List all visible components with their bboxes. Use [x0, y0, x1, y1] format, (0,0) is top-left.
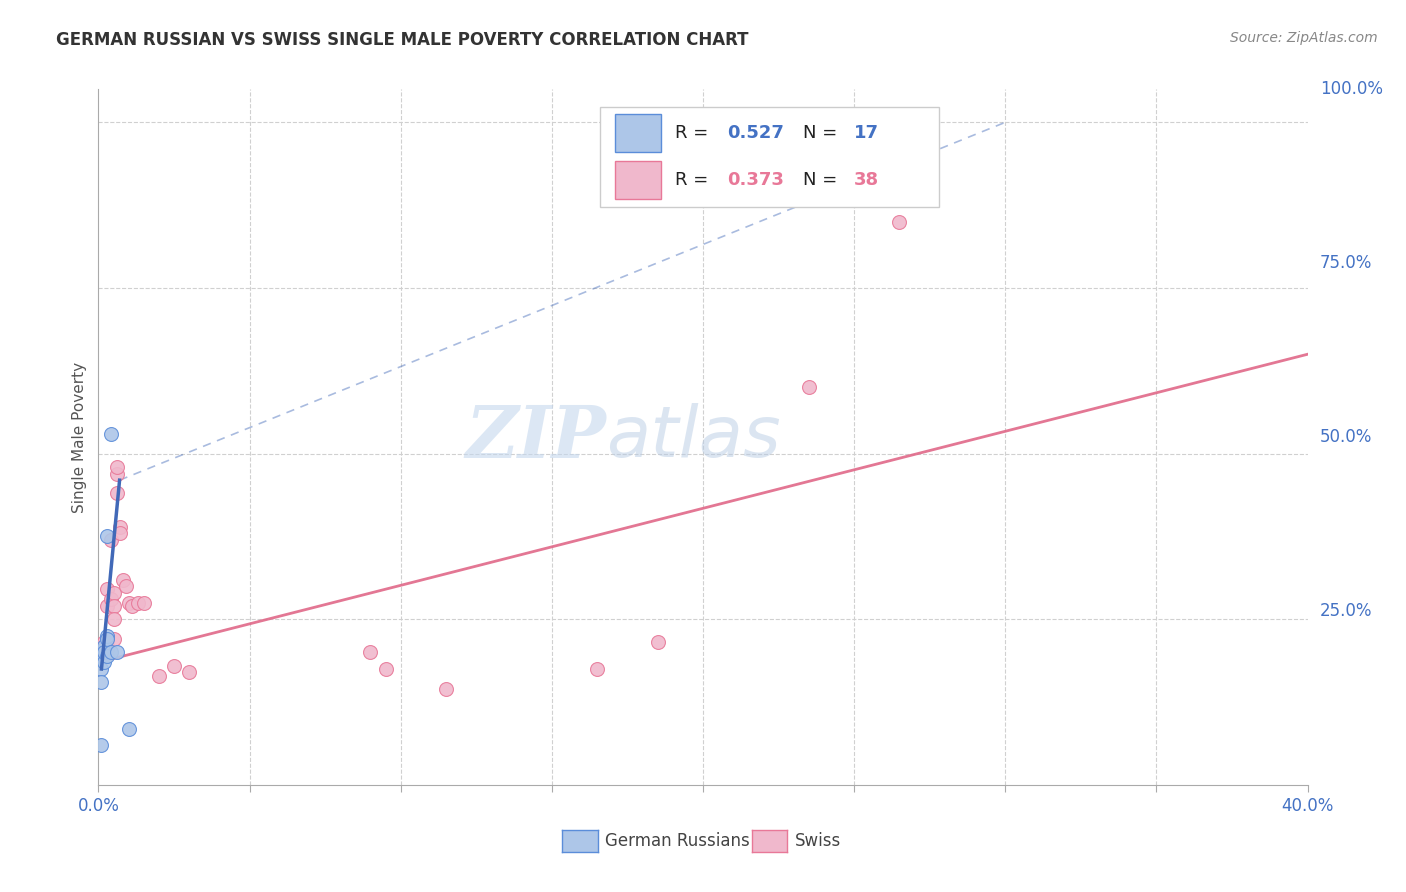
- Text: 25.0%: 25.0%: [1320, 602, 1372, 620]
- Text: Swiss: Swiss: [794, 831, 841, 850]
- Text: R =: R =: [675, 170, 714, 188]
- Point: [103, 586, 125, 600]
- Point: [105, 486, 128, 500]
- Point: [93, 639, 115, 653]
- Point: [93, 648, 115, 663]
- FancyBboxPatch shape: [614, 114, 661, 153]
- Text: N =: N =: [803, 124, 844, 142]
- Point: [105, 645, 128, 659]
- Point: [105, 467, 128, 481]
- Text: 0.527: 0.527: [727, 124, 785, 142]
- Point: [111, 573, 134, 587]
- Y-axis label: Single Male Poverty: Single Male Poverty: [72, 361, 87, 513]
- Point: [163, 658, 186, 673]
- Text: Source: ZipAtlas.com: Source: ZipAtlas.com: [1230, 31, 1378, 45]
- Text: 17: 17: [855, 124, 879, 142]
- Point: [132, 596, 155, 610]
- Point: [96, 642, 118, 657]
- Point: [100, 426, 122, 441]
- Point: [904, 115, 927, 129]
- Point: [177, 665, 201, 680]
- Point: [374, 662, 396, 676]
- Point: [96, 648, 118, 663]
- Text: GERMAN RUSSIAN VS SWISS SINGLE MALE POVERTY CORRELATION CHART: GERMAN RUSSIAN VS SWISS SINGLE MALE POVE…: [56, 31, 749, 49]
- Point: [103, 632, 125, 647]
- Text: N =: N =: [803, 170, 844, 188]
- Point: [93, 635, 115, 649]
- Point: [96, 582, 118, 597]
- Point: [90, 662, 112, 676]
- Point: [93, 645, 115, 659]
- Point: [93, 639, 115, 653]
- Point: [96, 632, 118, 647]
- Point: [707, 115, 730, 129]
- Point: [100, 592, 122, 607]
- Text: 38: 38: [855, 170, 879, 188]
- Point: [360, 645, 382, 659]
- Point: [93, 656, 115, 670]
- Point: [797, 380, 820, 394]
- Point: [96, 529, 118, 543]
- Text: 50.0%: 50.0%: [1320, 428, 1372, 446]
- Point: [118, 596, 141, 610]
- Point: [889, 215, 911, 229]
- Point: [93, 648, 115, 663]
- Point: [434, 681, 457, 696]
- Point: [90, 648, 112, 663]
- Point: [90, 648, 112, 663]
- Point: [148, 668, 170, 682]
- Point: [96, 639, 118, 653]
- Point: [127, 596, 149, 610]
- Text: 100.0%: 100.0%: [1320, 80, 1382, 98]
- Point: [103, 599, 125, 613]
- Point: [93, 642, 115, 657]
- Point: [96, 632, 118, 647]
- Point: [96, 629, 118, 643]
- Point: [108, 519, 131, 533]
- Point: [586, 662, 609, 676]
- Text: 75.0%: 75.0%: [1320, 254, 1372, 272]
- Text: R =: R =: [675, 124, 714, 142]
- Point: [90, 675, 112, 690]
- Text: ZIP: ZIP: [465, 401, 606, 473]
- Point: [100, 533, 122, 547]
- Point: [108, 526, 131, 541]
- Text: German Russians: German Russians: [605, 831, 749, 850]
- Point: [121, 599, 143, 613]
- Point: [118, 722, 141, 736]
- Point: [100, 645, 122, 659]
- Point: [647, 635, 669, 649]
- Point: [105, 459, 128, 474]
- FancyBboxPatch shape: [614, 161, 661, 199]
- Point: [90, 738, 112, 752]
- FancyBboxPatch shape: [600, 106, 939, 208]
- Point: [96, 599, 118, 613]
- Text: atlas: atlas: [606, 402, 780, 472]
- Point: [114, 579, 136, 593]
- Text: 0.373: 0.373: [727, 170, 785, 188]
- Point: [103, 612, 125, 626]
